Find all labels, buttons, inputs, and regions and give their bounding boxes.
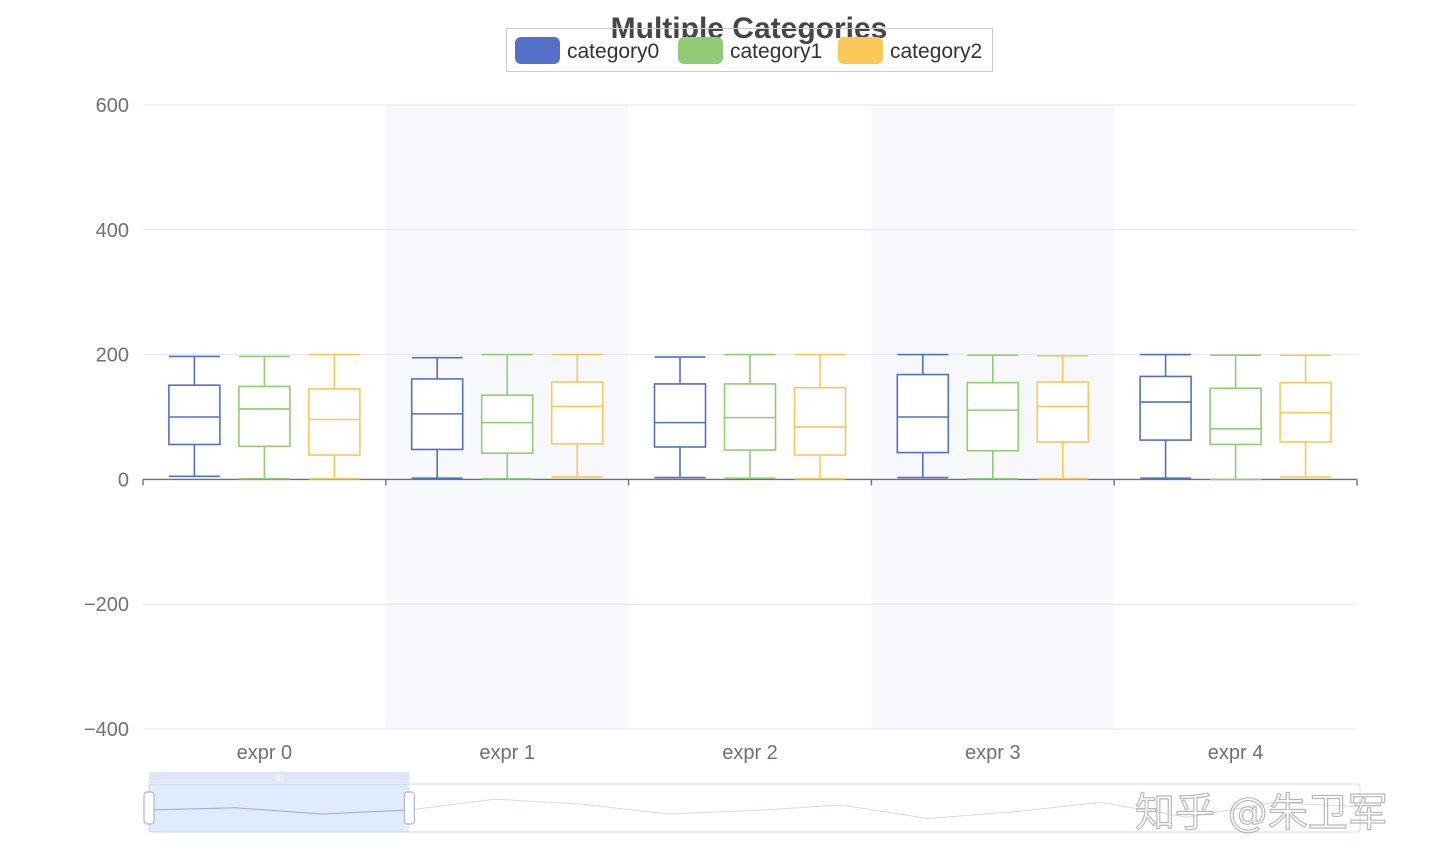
y-tick-label: 0 [118,469,129,491]
y-tick-label: 400 [96,220,129,242]
box-category2-expr-0[interactable] [308,353,361,480]
box-category2-expr-1[interactable] [550,353,604,478]
y-axis: −400 −200 0 200 400 600 [84,95,129,741]
box-iqr [1209,387,1262,446]
legend-label-category0: category0 [567,40,659,63]
y-tick-label: 200 [96,345,129,367]
legend-item-category0[interactable]: category0 [515,37,659,64]
box-category1-expr-4[interactable] [1209,354,1262,481]
x-tick-label: expr 2 [722,742,778,764]
box-category0-expr-4[interactable] [1139,353,1192,479]
box-category1-expr-3[interactable] [966,354,1020,480]
box-iqr [966,381,1020,452]
box-iqr [793,386,847,456]
x-tick-label: expr 0 [237,742,293,764]
x-tick-label: expr 1 [479,742,535,764]
x-tick-label: expr 4 [1208,742,1264,764]
legend-item-category1[interactable]: category1 [678,37,822,64]
data-zoom-start-handle[interactable] [143,791,155,825]
box-iqr [896,373,950,454]
data-zoom-selected-range[interactable] [149,784,410,832]
data-zoom-slider[interactable]: III [143,772,1361,833]
box-category2-expr-4[interactable] [1279,354,1332,478]
box-iqr [1036,381,1090,443]
data-zoom-end-handle[interactable] [403,791,415,825]
box-category0-expr-2[interactable] [653,356,707,479]
box-category1-expr-0[interactable] [238,355,291,480]
box-category0-expr-3[interactable] [896,353,950,479]
box-category2-expr-3[interactable] [1036,355,1090,480]
box-category1-expr-2[interactable] [723,353,777,479]
legend-label-category2: category2 [890,40,982,63]
box-category0-expr-1[interactable] [410,356,464,479]
legend-label-category1: category1 [730,40,822,63]
box-category0-expr-0[interactable] [168,355,221,478]
legend-border [506,28,993,72]
box-iqr [550,381,604,445]
watermark: 知乎 @朱卫军 [1135,790,1388,836]
box-iqr [238,385,291,448]
y-tick-label: 600 [96,95,129,117]
y-tick-label: −200 [84,594,129,616]
box-category1-expr-1[interactable] [480,353,534,480]
box-iqr [308,388,361,456]
x-axis: expr 0 expr 1 expr 2 expr 3 expr 4 [142,478,1358,764]
box-iqr [653,383,707,448]
boxplot-series [168,353,1332,481]
y-tick-label: −400 [84,719,129,741]
box-iqr [1139,375,1192,441]
box-category2-expr-2[interactable] [793,353,847,480]
data-zoom-handle-grip: III [275,773,283,783]
x-tick-label: expr 3 [965,742,1021,764]
legend-swatch-category2 [838,37,883,64]
legend-swatch-category1 [678,37,723,64]
legend-item-category2[interactable]: category2 [838,37,982,64]
data-zoom-selected-line [148,807,409,815]
box-iqr [168,384,221,446]
legend: category0 category1 category2 [506,28,993,72]
data-zoom-move-handle[interactable] [149,772,410,783]
legend-swatch-category0 [515,37,560,64]
box-iqr [480,394,534,454]
